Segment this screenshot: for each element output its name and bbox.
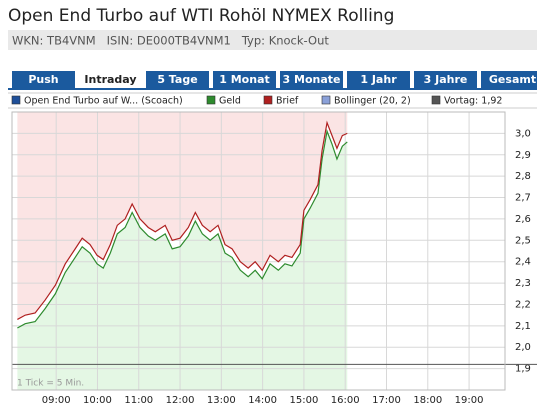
tab[interactable]: 5 Tage (146, 71, 209, 88)
y-tick-label: 1,9 (515, 364, 531, 375)
legend-swatch (431, 95, 441, 105)
y-tick-label: 2,6 (515, 214, 531, 225)
y-tick-label: 2,1 (515, 321, 531, 332)
tab-label: 3 Jahre (424, 73, 468, 86)
x-tick-label: 16:00 (331, 395, 360, 406)
tab[interactable]: 1 Jahr (347, 71, 410, 88)
legend-swatch (206, 95, 216, 105)
tab-label: 1 Monat (219, 73, 270, 86)
y-tick-label: 3,0 (515, 128, 531, 139)
y-tick-label: 2,3 (515, 278, 531, 289)
legend-label: Geld (219, 96, 241, 107)
tab-bg (347, 71, 410, 88)
x-tick-label: 15:00 (290, 395, 319, 406)
tab-bg (12, 71, 75, 88)
annotation: 1 Tick = 5 Min. (17, 379, 84, 389)
bid-area (17, 131, 348, 390)
x-tick-label: 14:00 (248, 395, 277, 406)
y-tick-label: 2,9 (515, 150, 531, 161)
tab-bg (146, 71, 209, 88)
tab-label: Intraday (84, 73, 136, 86)
x-tick-label: 09:00 (42, 395, 71, 406)
tab-bar: Push Intraday 5 Tage 1 Monat 3 Monate 1 Jahr 3… (12, 71, 537, 88)
x-tick-label: 13:00 (207, 395, 236, 406)
page-title: Open End Turbo auf WTI Rohöl NYMEX Rolli… (8, 6, 394, 26)
y-tick-label: 2,4 (515, 257, 531, 268)
x-tick-label: 10:00 (83, 395, 112, 406)
tab[interactable]: Intraday (79, 71, 142, 88)
x-tick-label: 12:00 (166, 395, 195, 406)
y-tick-label: 2,5 (515, 235, 531, 246)
x-tick-label: 19:00 (455, 395, 484, 406)
tab[interactable]: Push (12, 71, 75, 88)
subtitle: WKN: TB4VNM ISIN: DE000TB4VNM1 Typ: Knoc… (12, 34, 329, 48)
ask-area (17, 112, 348, 320)
tab-bg (79, 71, 142, 88)
series-line (17, 120, 348, 320)
tab[interactable]: 1 Monat (213, 71, 276, 88)
subtitle-bar (8, 30, 537, 50)
y-tick-label: 2,2 (515, 299, 531, 310)
x-tick-label: 11:00 (124, 395, 153, 406)
y-tick-label: 2,0 (515, 342, 531, 353)
legend-label: Brief (276, 96, 299, 107)
legend-label: Vortag: 1,92 (444, 96, 502, 107)
legend-label: Open End Turbo auf W... (Scoach) (24, 96, 183, 107)
tab-label: Push (28, 73, 58, 86)
series-line (17, 129, 348, 329)
tab-bg (280, 71, 343, 88)
plot: 1,9 2,0 2,1 2,2 2,3 2,4 2,5 2,6 2,7 2,8 2,9 3,0 09:0… (11, 111, 537, 406)
tab-bg (414, 71, 477, 88)
legend-swatch (11, 95, 21, 105)
legend-label: Bollinger (20, 2) (334, 96, 411, 107)
x-tick-label: 18:00 (413, 395, 442, 406)
x-tick-label: 17:00 (372, 395, 401, 406)
tab[interactable]: Gesamt (481, 71, 537, 88)
tab-label: 1 Jahr (360, 73, 397, 86)
y-tick-label: 2,7 (515, 193, 531, 204)
tab[interactable]: 3 Monate (280, 71, 343, 88)
tab[interactable]: 3 Jahre (414, 71, 477, 88)
tab-underline (8, 88, 537, 90)
tab-bg (213, 71, 276, 88)
plot-frame (11, 111, 506, 391)
y-tick-label: 2,8 (515, 171, 531, 182)
tab-bg (481, 71, 537, 88)
tab-label: 3 Monate (283, 73, 341, 86)
tab-label: 5 Tage (157, 73, 197, 86)
legend-swatch (321, 95, 331, 105)
tab-label: Gesamt (489, 73, 536, 86)
legend: Open End Turbo auf W... (Scoach) Geld Brie… (8, 92, 537, 109)
legend-swatch (263, 95, 273, 105)
